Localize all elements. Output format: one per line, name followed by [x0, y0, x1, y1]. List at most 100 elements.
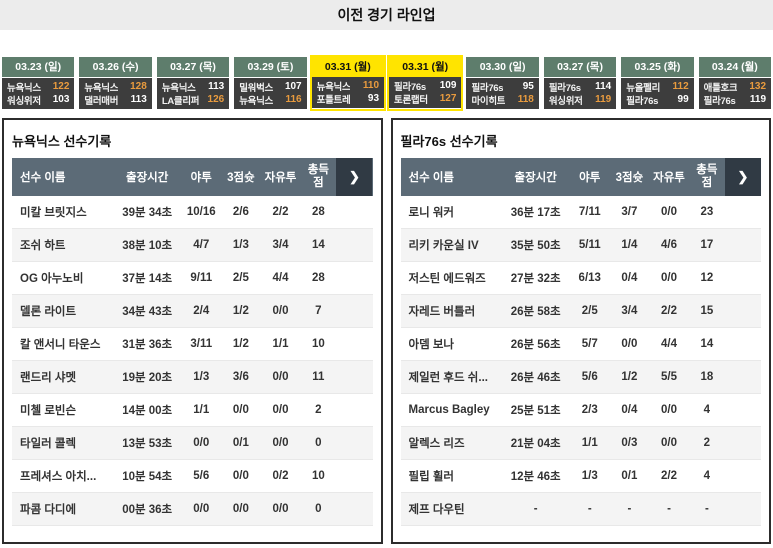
field-goals: 5/6	[581, 371, 598, 383]
field-goals: 5/7	[581, 338, 598, 350]
three-pointers: 1/2	[621, 371, 638, 383]
team-name: 뉴욕닉스	[161, 82, 196, 94]
game-scores: 뉴욕닉스 122 워싱위저 103	[2, 78, 75, 109]
team-score: 113	[130, 94, 147, 105]
game-column[interactable]: 03.31 (월) 뉴욕닉스 110 포틀트레 93	[309, 55, 387, 111]
player-name: 제일런 후드 쉬...	[408, 372, 488, 384]
team-name: 뉴욕닉스	[239, 95, 273, 107]
field-goals: 2/4	[193, 305, 210, 317]
free-throws: 2/2	[661, 470, 678, 482]
play-time: 27분 32초	[510, 273, 561, 285]
table-body: 로니 워커 36분 17초 7/11 3/7 0/0 23 리키 카운실 IV 35분 50초…	[400, 196, 761, 526]
column-header-free-throws: 자유투	[653, 172, 685, 184]
play-time: 21분 04초	[510, 438, 561, 450]
field-goals: 2/5	[581, 305, 598, 317]
score-line: 워싱위저 119	[544, 93, 616, 107]
game-column[interactable]: 03.31 (월) 필라76s 109 토론랩터 127	[387, 55, 464, 111]
scroll-right-icon[interactable]: ❯	[336, 158, 373, 196]
total-points: 0	[315, 502, 322, 515]
team-score: 103	[52, 94, 70, 105]
team-name: 뉴욕닉스	[7, 82, 41, 94]
team-name: 필라76s	[471, 82, 504, 94]
score-line: 뉴욕닉스 128	[79, 80, 151, 94]
team-name: 워싱위저	[7, 95, 41, 107]
field-goals: 1/3	[193, 371, 210, 383]
team-score: 113	[208, 81, 225, 92]
player-name: 로니 워커	[408, 207, 455, 219]
table-row: 델론 라이트 34분 43초 2/4 1/2 0/0 7	[12, 295, 373, 328]
player-name: 조쉬 하트	[20, 240, 66, 252]
three-pointers: 0/0	[621, 338, 638, 350]
play-time: 10분 54초	[122, 471, 173, 483]
page-title: 이전 경기 라인업	[0, 0, 773, 30]
play-time: 12분 46초	[510, 471, 561, 483]
play-time: 36분 17초	[510, 207, 561, 219]
free-throws: 4/4	[661, 338, 678, 350]
game-column[interactable]: 03.30 (일) 필라76s 95 마이히트 118	[464, 55, 540, 111]
field-goals: 5/6	[193, 470, 210, 482]
team-name: 뉴올펠리	[626, 82, 661, 94]
field-goals: 1/3	[581, 470, 598, 482]
game-column[interactable]: 03.29 (토) 밀워벅스 107 뉴욕닉스 116	[232, 55, 308, 111]
game-column[interactable]: 03.24 (월) 애틀호크 132 필라76s 119	[697, 55, 773, 111]
field-goals: 10/16	[186, 206, 216, 218]
scroll-right-icon[interactable]: ❯	[724, 158, 761, 196]
team-score: 110	[362, 80, 380, 91]
player-name: OG 아누노비	[20, 273, 84, 285]
game-column[interactable]: 03.27 (목) 필라76s 114 워싱위저 119	[542, 55, 618, 111]
table-row: 필립 휠러 12분 46초 1/3 0/1 2/2 4	[400, 460, 761, 493]
field-goals: 9/11	[190, 272, 213, 284]
score-line: 뉴욕닉스 122	[2, 80, 74, 94]
three-pointers: 0/4	[621, 272, 638, 284]
total-points: 7	[315, 304, 322, 317]
total-points: 11	[312, 370, 325, 383]
total-points: 2	[315, 403, 322, 416]
play-time: 25분 51초	[510, 405, 561, 417]
free-throws: 0/0	[272, 305, 289, 317]
field-goals: 6/13	[578, 272, 601, 284]
table-header-row: 선수 이름 출장시간 야투 3점슛 자유투 총득점 ❯	[12, 158, 373, 196]
player-name: 제프 다우틴	[408, 504, 465, 516]
field-goals: 0/0	[193, 437, 210, 449]
free-throws: 2/2	[272, 206, 289, 218]
total-points: 10	[311, 337, 325, 350]
score-line: 애틀호크 132	[699, 80, 771, 94]
table-row: 저스틴 에드워즈 27분 32초 6/13 0/4 0/0 12	[400, 262, 761, 295]
game-scores: 뉴욕닉스 110 포틀트레 93	[311, 77, 385, 108]
column-header-total-points: 총득점	[696, 164, 718, 189]
three-pointers: 1/2	[232, 305, 249, 317]
game-scores: 필라76s 109 토론랩터 127	[389, 77, 462, 108]
total-points: 14	[311, 238, 325, 251]
three-pointers: 0/1	[232, 437, 249, 449]
team-score: 126	[207, 94, 225, 105]
field-goals: 1/1	[581, 437, 598, 449]
game-scores: 뉴욕닉스 113 LA클리퍼 126	[156, 78, 230, 109]
total-points: 17	[700, 238, 714, 251]
table-row: 로니 워커 36분 17초 7/11 3/7 0/0 23	[400, 196, 761, 229]
table-row: 파콤 다디에 00분 36초 0/0 0/0 0/0 0	[12, 493, 373, 526]
game-column[interactable]: 03.27 (목) 뉴욕닉스 113 LA클리퍼 126	[155, 55, 231, 111]
table-row: 미첼 로빈슨 14분 00초 1/1 0/0 0/0 2	[12, 394, 373, 427]
team-name: 워싱위저	[548, 95, 583, 107]
score-line: 필라76s 95	[466, 80, 538, 94]
game-column[interactable]: 03.23 (일) 뉴욕닉스 122 워싱위저 103	[0, 55, 76, 111]
player-name: 아뎀 보나	[408, 339, 455, 351]
table-row: 미칼 브릿지스 39분 34초 10/16 2/6 2/2 28	[12, 196, 373, 229]
free-throws: 0/0	[272, 371, 289, 383]
player-name: 프레셔스 아치...	[20, 471, 97, 483]
game-column[interactable]: 03.25 (화) 뉴올펠리 112 필라76s 99	[619, 55, 695, 111]
team-score: 122	[52, 81, 70, 92]
table-row: 알렉스 리즈 21분 04초 1/1 0/3 0/0 2	[400, 427, 761, 460]
free-throws: 5/5	[661, 371, 678, 383]
stats-table: 선수 이름 출장시간 야투 3점슛 자유투 총득점 ❯ 미칼 브릿지스 39분 34초 10/16…	[12, 158, 373, 526]
free-throws: 0/0	[661, 206, 678, 218]
total-points: 4	[703, 403, 711, 416]
game-date: 03.27 (목)	[156, 57, 230, 77]
free-throws: 1/1	[272, 338, 289, 350]
column-header-play-time: 출장시간	[126, 172, 169, 184]
free-throws: 0/2	[272, 470, 289, 482]
table-row: 아뎀 보나 26분 56초 5/7 0/0 4/4 14	[400, 328, 761, 361]
play-time: 00분 36초	[122, 504, 173, 516]
game-column[interactable]: 03.26 (수) 뉴욕닉스 128 댈러매버 113	[77, 55, 153, 111]
